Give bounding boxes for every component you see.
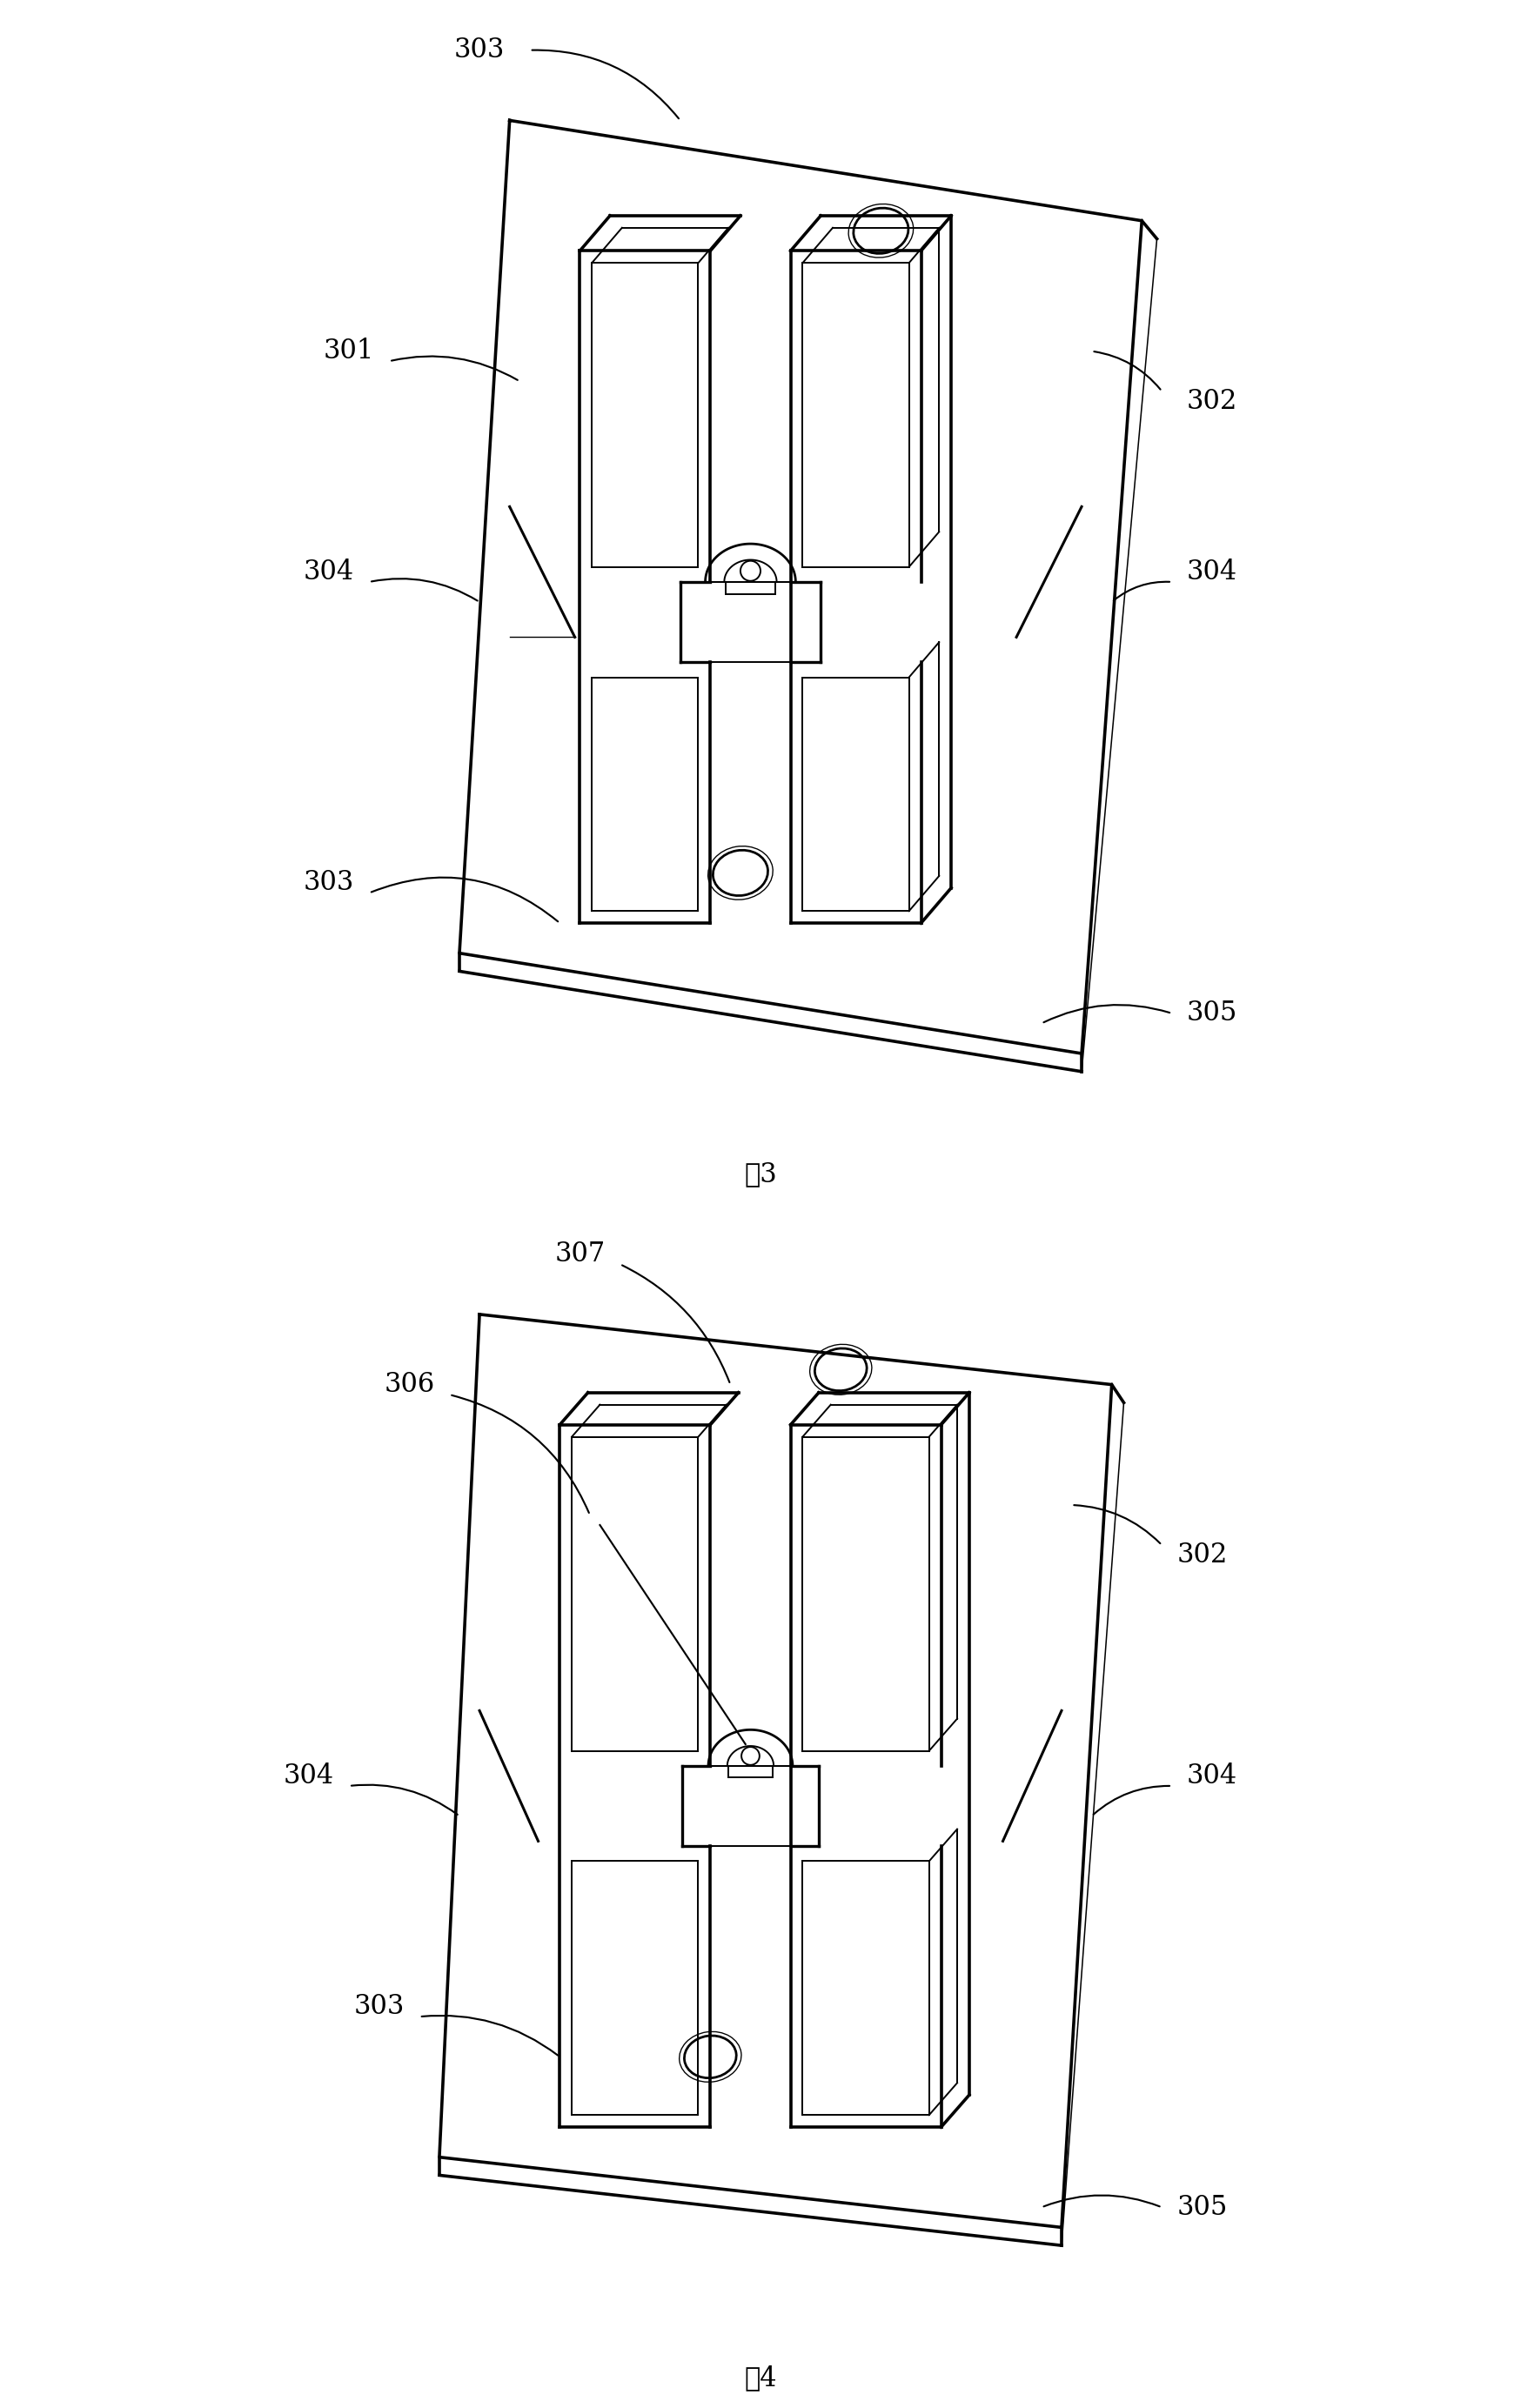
Text: 305: 305: [1177, 2194, 1227, 2220]
Text: 303: 303: [455, 36, 505, 63]
Text: 304: 304: [1186, 1763, 1238, 1789]
Text: 302: 302: [1177, 1541, 1227, 1568]
Text: 305: 305: [1186, 999, 1238, 1026]
Text: 303: 303: [304, 869, 354, 896]
Text: 307: 307: [555, 1240, 605, 1267]
Text: 302: 302: [1186, 388, 1238, 414]
Text: 304: 304: [1186, 559, 1238, 585]
Text: 306: 306: [383, 1370, 435, 1399]
Text: 图3: 图3: [744, 1161, 777, 1187]
Text: 301: 301: [324, 337, 374, 364]
Text: 图4: 图4: [744, 2365, 777, 2391]
Text: 304: 304: [283, 1763, 335, 1789]
Text: 304: 304: [304, 559, 354, 585]
Text: 303: 303: [354, 1994, 405, 2020]
